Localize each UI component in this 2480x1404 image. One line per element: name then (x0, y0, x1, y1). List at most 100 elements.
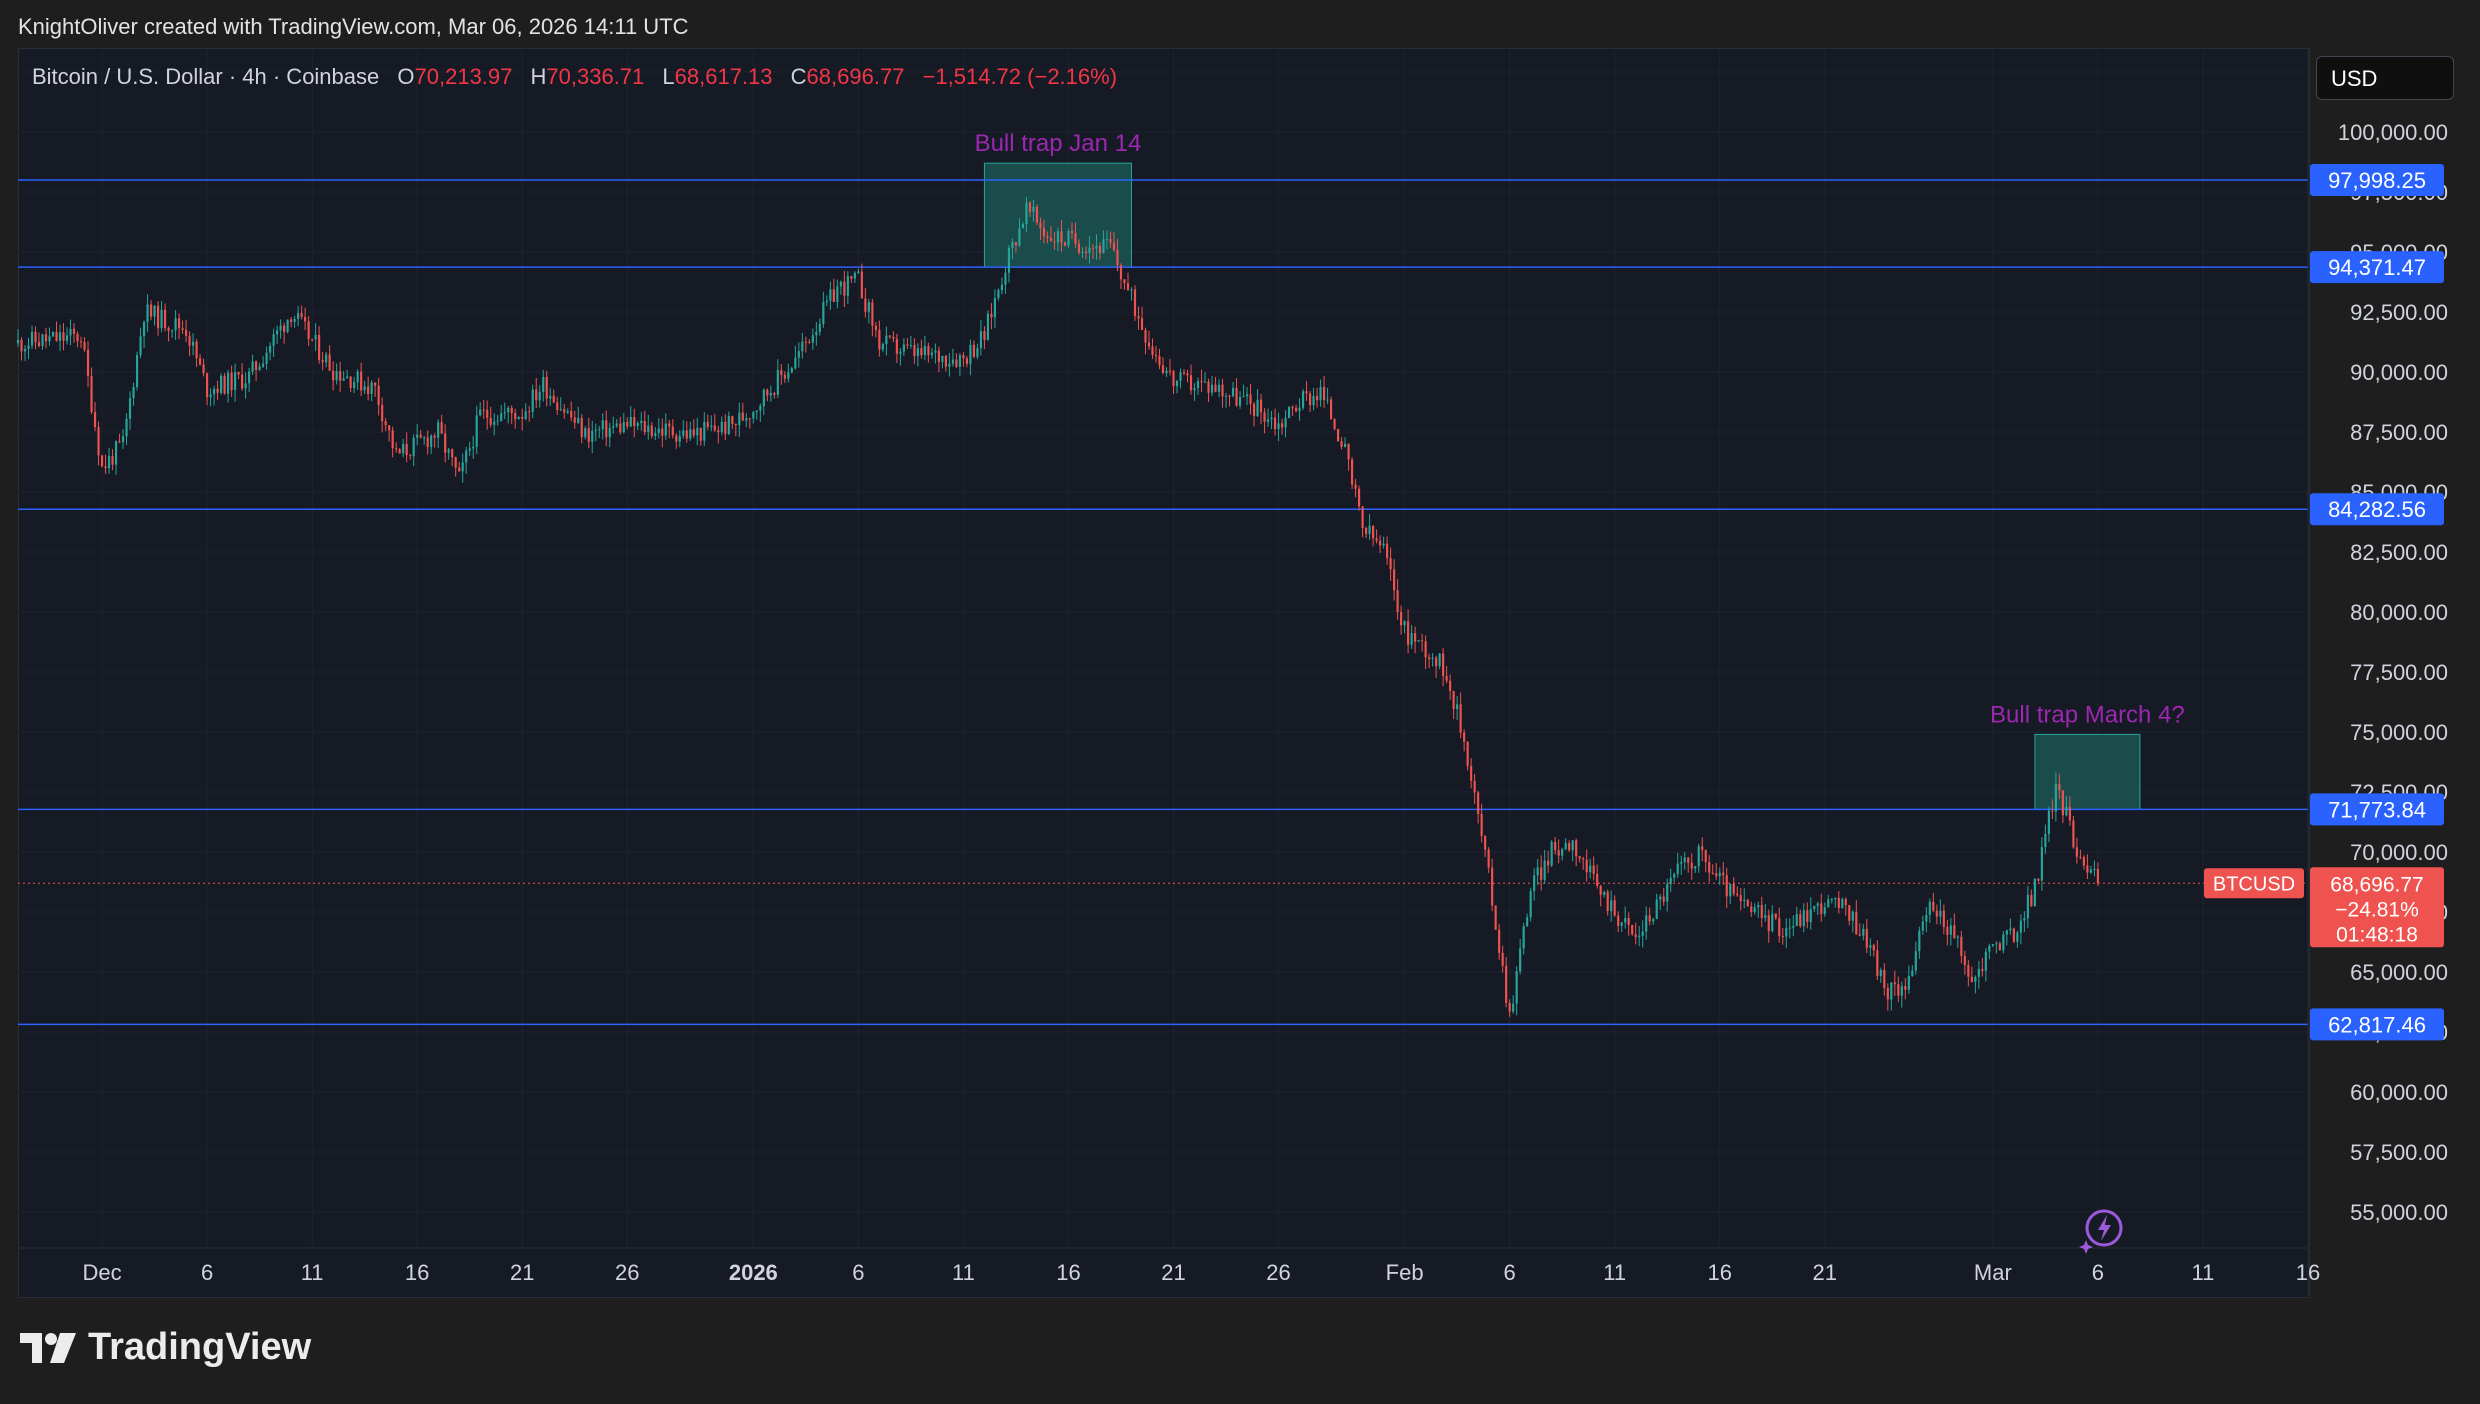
candle-body (1127, 283, 1129, 289)
candle-body (1750, 906, 1752, 911)
currency-button[interactable]: USD (2316, 56, 2454, 100)
candle-body (693, 429, 695, 435)
candle-body (1873, 945, 1875, 950)
y-tick-label: 55,000.00 (2350, 1200, 2448, 1225)
candle-body (1197, 381, 1199, 388)
candle-body (472, 447, 474, 449)
candle-body (1572, 840, 1574, 850)
candle-body (759, 406, 761, 410)
candle-body (1435, 658, 1437, 666)
x-tick-label: 26 (615, 1260, 639, 1285)
candle-body (1281, 423, 1283, 427)
candle-body (311, 339, 313, 340)
y-tick-label: 82,500.00 (2350, 540, 2448, 565)
candle-body (780, 370, 782, 375)
candle-body (815, 332, 817, 335)
candle-body (1925, 915, 1927, 922)
candle-body (167, 328, 169, 331)
candle-body (269, 346, 271, 353)
candle-body (889, 336, 891, 337)
candle-body (2069, 807, 2071, 821)
candle-body (812, 335, 814, 343)
candle-body (1158, 356, 1160, 365)
candle-body (1687, 858, 1689, 863)
candle-body (864, 298, 866, 311)
candle-body (1596, 874, 1598, 886)
annotation-label: Bull trap Jan 14 (975, 130, 1142, 157)
candle-body (612, 426, 614, 428)
candle-body (616, 424, 618, 427)
candle-body (171, 330, 173, 331)
candle-body (1691, 863, 1693, 869)
candle-body (234, 372, 236, 390)
level-price-label: 94,371.47 (2328, 255, 2426, 280)
candle-body (560, 409, 562, 410)
candle-body (1481, 814, 1483, 836)
symbol-name: Bitcoin / U.S. Dollar · 4h · Coinbase (32, 64, 379, 89)
candle-body (2072, 820, 2074, 847)
candle-body (2006, 930, 2008, 934)
annotation-box (2035, 734, 2140, 809)
candle-body (1908, 976, 1910, 990)
candle-body (1992, 944, 1994, 946)
candle-body (255, 361, 257, 370)
candle-body (262, 364, 264, 367)
candle-body (854, 273, 856, 279)
candle-body (374, 382, 376, 385)
candle-body (1340, 441, 1342, 447)
y-tick-label: 70,000.00 (2350, 840, 2448, 865)
candle-body (896, 339, 898, 354)
candle-body (1694, 866, 1696, 869)
tradingview-logo-icon (20, 1333, 76, 1363)
x-tick-label: 11 (2192, 1260, 2215, 1285)
candle-body (430, 436, 432, 447)
candle-body (1764, 915, 1766, 918)
x-tick-label: Dec (82, 1260, 121, 1285)
candle-body (1386, 544, 1388, 558)
candle-body (188, 336, 190, 346)
candle-body (1039, 223, 1041, 229)
candle-body (31, 332, 33, 346)
candle-body (1862, 929, 1864, 936)
candle-body (1376, 538, 1378, 540)
candle-body (689, 429, 691, 438)
level-price-label: 84,282.56 (2328, 497, 2426, 522)
candle-body (83, 342, 85, 350)
candle-body (1151, 347, 1153, 355)
y-tick-label: 65,000.00 (2350, 960, 2448, 985)
candle-body (1176, 381, 1178, 387)
lightning-icon[interactable] (2078, 1206, 2126, 1259)
candle-body (1911, 971, 1913, 977)
x-tick-label: 11 (952, 1260, 975, 1285)
candle-body (1883, 970, 1885, 988)
candle-body (1106, 239, 1108, 240)
candle-body (1172, 371, 1174, 386)
x-tick-label: Feb (1386, 1260, 1424, 1285)
candle-body (1249, 394, 1251, 404)
candle-body (913, 345, 915, 356)
low-label: L (662, 64, 674, 89)
candle-body (497, 421, 499, 422)
candle-body (160, 310, 162, 328)
candle-body (1820, 903, 1822, 914)
candle-body (1383, 544, 1385, 546)
candle-body (756, 411, 758, 413)
candle-body (717, 430, 719, 432)
candle-body (1228, 396, 1230, 397)
candle-body (76, 334, 78, 341)
candle-body (1274, 418, 1276, 429)
candle-body (118, 441, 120, 442)
candle-body (1218, 385, 1220, 392)
candle-body (1841, 899, 1843, 908)
candle-body (1712, 873, 1714, 874)
candle-body (17, 340, 19, 343)
candle-body (1337, 429, 1339, 441)
candle-body (801, 342, 803, 351)
candle-body (1225, 396, 1227, 397)
candle-body (290, 319, 292, 321)
candle-body (343, 378, 345, 380)
candle-body (1579, 856, 1581, 858)
candle-body (2097, 869, 2099, 883)
candle-body (770, 393, 772, 396)
